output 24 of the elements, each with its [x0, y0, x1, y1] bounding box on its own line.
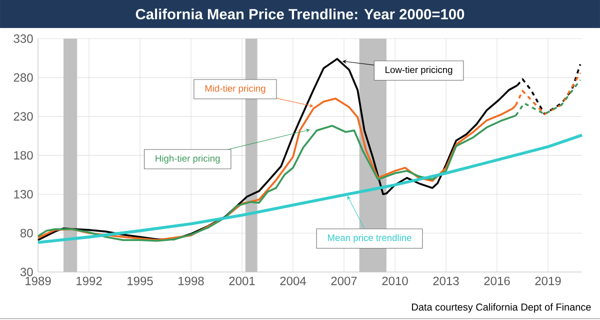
x-tick-label: 1998 [178, 276, 204, 286]
y-tick-label: 280 [14, 73, 33, 82]
y-tick-label: 180 [14, 151, 33, 160]
x-tick-label: 2013 [433, 276, 459, 286]
text: Mid-tier pricing [205, 84, 266, 94]
x-tick-label: 2010 [382, 276, 408, 286]
text: Low-tier pricicng [386, 66, 452, 75]
x-tick-label: 2001 [229, 276, 255, 286]
x-tick-label: 1992 [76, 276, 102, 286]
text: High-tier pricing [156, 154, 220, 164]
x-tick-label: 2007 [331, 276, 357, 286]
chart-title: California Mean Price Trendline: Year 2000=100 [136, 8, 464, 20]
x-tick-label: 2019 [535, 276, 561, 286]
text: Mean price trendline [328, 234, 412, 243]
y-tick-label: 130 [14, 190, 33, 198]
y-tick-label: 30 [20, 268, 33, 276]
y-tick-label: 230 [14, 112, 33, 121]
x-tick-label: 2016 [484, 276, 510, 286]
text: Data courtesy California Dept of Finance [412, 303, 591, 313]
y-tick-label: 330 [14, 34, 33, 43]
x-tick-label: 1989 [26, 276, 51, 286]
x-tick-label: 1995 [128, 276, 153, 286]
y-tick-label: 80 [20, 228, 33, 238]
x-tick-label: 2004 [280, 276, 306, 286]
